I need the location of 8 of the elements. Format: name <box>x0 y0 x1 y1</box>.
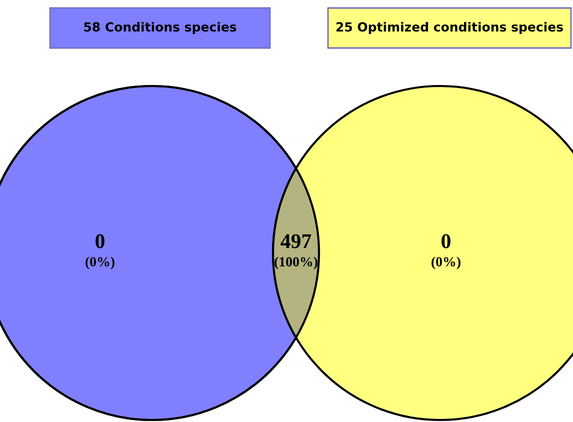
data-label: 0 <box>442 234 450 248</box>
text: 25 Optimized conditions species <box>336 22 563 34</box>
text: (0%) <box>432 256 460 270</box>
text: (100%) <box>274 256 318 270</box>
text: (0%) <box>86 256 114 270</box>
data-label: 497 <box>280 234 312 248</box>
data-label: 0 <box>96 234 104 248</box>
text: 58 Conditions species <box>84 22 236 34</box>
